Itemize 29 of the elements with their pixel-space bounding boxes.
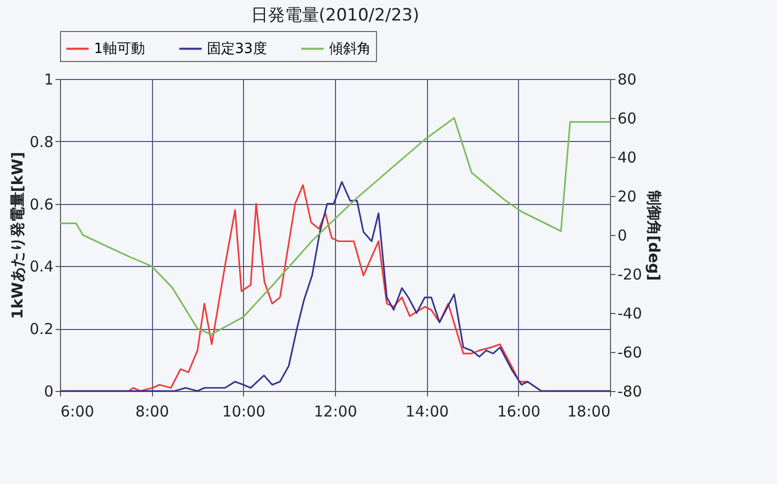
y-tick-label: 0.8 (30, 132, 54, 151)
y2-tick-label: -80 (618, 382, 642, 400)
y2-tick-label: 60 (618, 110, 637, 128)
y-tick-label: 0 (44, 382, 54, 400)
y2-tick-label: 80 (618, 70, 637, 88)
x-tick-label: 10:00 (222, 402, 266, 420)
y2-tick-label: 40 (618, 148, 637, 166)
y-tick-label: 0.2 (30, 320, 54, 338)
y2-tick-label: 20 (618, 188, 637, 206)
y2-tick-label: 0 (618, 226, 628, 244)
y2-tick-label: -20 (618, 266, 642, 284)
x-tick-label: 8:00 (135, 402, 170, 420)
x-tick-label: 6:00 (60, 402, 94, 420)
y2-axis-title: 制御角[deg] (645, 189, 663, 281)
y-tick-label: 1 (44, 70, 54, 88)
legend-label: 傾斜角 (329, 40, 371, 57)
x-tick-label: 14:00 (406, 402, 449, 420)
line-series (59, 117, 611, 336)
y2-tick-label: -40 (618, 304, 642, 322)
x-tick-label: 18:00 (567, 402, 610, 420)
y-tick-label: 0.4 (30, 258, 54, 276)
y2-tick-label: -60 (618, 344, 642, 362)
x-tick-label: 12:00 (314, 402, 358, 420)
y-axis-title: 1kWあたり発電量[kW] (8, 152, 27, 320)
chart-title: 日発電量(2010/2/23) (250, 6, 420, 26)
x-tick-label: 16:00 (497, 402, 540, 420)
y-tick-label: 0.6 (30, 195, 54, 214)
legend-label: 固定33度 (207, 40, 267, 57)
legend-label: 1軸可動 (94, 40, 145, 57)
